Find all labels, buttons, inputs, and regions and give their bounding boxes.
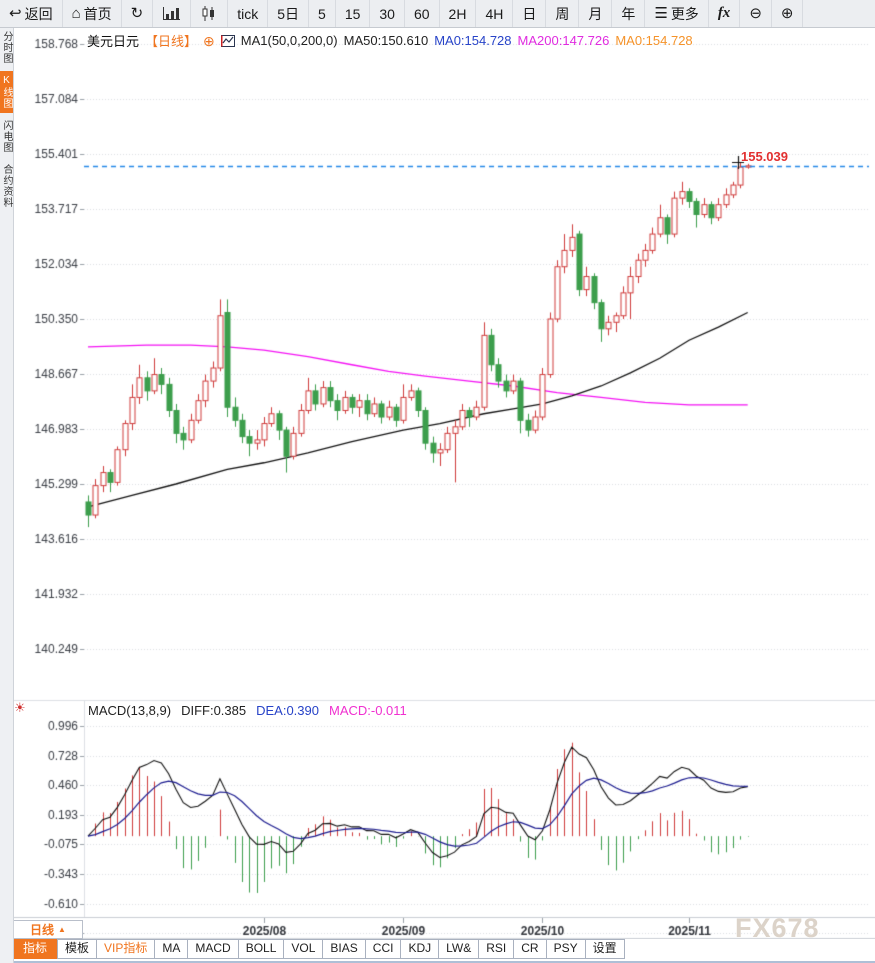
ma-settings-label: MA1(50,0,200,0) <box>240 33 338 48</box>
toolbar-item-label: 日 <box>522 5 537 22</box>
period-selector-label: 日线 <box>30 923 55 937</box>
sidebar-tab-contract-info[interactable]: 合约资料 <box>1 164 12 208</box>
indicator-tab-rsi[interactable]: RSI <box>478 939 515 959</box>
toolbar-item-period-60[interactable]: 60 <box>405 0 440 27</box>
menu-icon: ☰ <box>654 5 668 22</box>
toolbar-item-refresh[interactable]: ↻ <box>122 0 154 27</box>
sidebar-tab-time-chart[interactable]: 分时图 <box>1 31 12 64</box>
chart-type-sidebar: 分时图 K线图闪电图合约资料 <box>0 27 14 963</box>
bar-chart-icon <box>162 6 181 21</box>
toolbar-item-period-2h[interactable]: 2H <box>440 0 477 27</box>
sidebar-tab-kline-chart[interactable]: K线图 <box>0 71 13 113</box>
toolbar-item-label: 5 <box>318 5 326 22</box>
ma0-orange-value: MA0:154.728 <box>615 33 693 48</box>
toolbar-item-label: 30 <box>379 5 395 22</box>
toolbar-item-label: 2H <box>448 5 467 22</box>
indicator-tab-boll[interactable]: BOLL <box>237 939 285 959</box>
symbol-label: 美元日元 <box>87 34 140 49</box>
toolbar-item-label: 15 <box>344 5 361 22</box>
period-selector[interactable]: 日线 ▲ <box>13 920 83 939</box>
macd-bar-value: MACD:-0.011 <box>328 703 407 718</box>
indicator-tab-cci[interactable]: CCI <box>364 939 402 959</box>
candles-icon <box>200 6 218 21</box>
toolbar-item-home[interactable]: ⌂ 首页 <box>63 0 122 27</box>
toolbar-item-period-month[interactable]: 月 <box>579 0 613 27</box>
toolbar-item-period-15[interactable]: 15 <box>336 0 371 27</box>
toolbar-item-period-5[interactable]: 5 <box>309 0 336 27</box>
toolbar: ↩ 返回 ⌂ 首页 ↻ tick 5日 5 15 30 60 2H 4H 日周月年 ☰ 更多 fx ⊖ ⊕ <box>0 0 875 28</box>
toolbar-item-period-year[interactable]: 年 <box>612 0 646 27</box>
toolbar-item-back[interactable]: ↩ 返回 <box>0 0 63 27</box>
toolbar-item-label: 更多 <box>670 5 699 22</box>
toolbar-item-period-4h[interactable]: 4H <box>476 0 514 27</box>
toolbar-item-label: 月 <box>588 5 603 22</box>
indicator-tab-settings[interactable]: 设置 <box>584 939 625 959</box>
macd-header: MACD(13,8,9) DIFF:0.385 DEA:0.390 MACD:-… <box>88 703 407 718</box>
toolbar-item-bar-chart[interactable] <box>153 0 192 27</box>
toolbar-item-fx[interactable]: fx <box>709 0 741 27</box>
toolbar-item-period-5d[interactable]: 5日 <box>268 0 310 27</box>
toolbar-item-period-week[interactable]: 周 <box>546 0 580 27</box>
macd-dea-value: DEA:0.390 <box>256 703 319 718</box>
toolbar-item-zoom-out[interactable]: ⊖ <box>740 0 772 27</box>
bottom-strip <box>0 961 875 963</box>
indicator-tab-psy[interactable]: PSY <box>545 939 586 959</box>
toolbar-item-more[interactable]: ☰ 更多 <box>645 0 709 27</box>
indicator-tab-macd[interactable]: MACD <box>187 939 239 959</box>
ma50-value: MA50:150.610 <box>343 33 429 48</box>
indicator-tab-cr[interactable]: CR <box>513 939 547 959</box>
toolbar-item-tick[interactable]: tick <box>228 0 269 27</box>
zoom-out-icon: ⊖ <box>749 5 762 22</box>
chart-style-icon[interactable] <box>220 34 235 47</box>
macd-settings-icon[interactable]: ☀ <box>14 700 26 715</box>
toolbar-item-period-day[interactable]: 日 <box>513 0 547 27</box>
indicator-tab-vol[interactable]: VOL <box>283 939 324 959</box>
sidebar-tab-lightning-chart[interactable]: 闪电图 <box>1 120 12 153</box>
toolbar-item-label: 年 <box>621 5 636 22</box>
chart-header: 美元日元 【日线】 ⊕ MA1(50,0,200,0) MA50:150.610… <box>87 31 693 50</box>
indicator-tab-ma[interactable]: MA <box>154 939 189 959</box>
add-indicator-icon[interactable]: ⊕ <box>203 32 215 49</box>
macd-diff-value: DIFF:0.385 <box>181 703 247 718</box>
toolbar-item-label: 返回 <box>24 5 53 22</box>
toolbar-item-label: 首页 <box>83 5 112 22</box>
zoom-in-icon: ⊕ <box>780 5 794 22</box>
toolbar-item-label: 4H <box>485 5 504 22</box>
toolbar-item-label: 60 <box>413 5 430 22</box>
back-icon: ↩ <box>9 5 22 22</box>
indicator-tab-indicator[interactable]: 指标 <box>12 939 59 959</box>
indicator-tab-vip-indicator[interactable]: VIP指标 <box>96 939 156 959</box>
indicator-tabbar: 指标 模板 VIP指标 MA MACD BOLL VOL BIAS CCI KDJ LW& RSI CR… <box>12 939 875 960</box>
current-price-label: 155.039 <box>741 149 788 164</box>
macd-title: MACD(13,8,9) <box>88 703 172 718</box>
indicator-tab-template[interactable]: 模板 <box>57 939 98 959</box>
indicator-tab-kdj[interactable]: KDJ <box>400 939 440 959</box>
toolbar-item-zoom-in[interactable]: ⊕ <box>772 0 804 27</box>
ma200-value: MA200:147.726 <box>517 33 610 48</box>
chevron-up-icon: ▲ <box>58 925 66 934</box>
ma0-blue-value: MA0:154.728 <box>434 33 512 48</box>
toolbar-item-candlestick[interactable] <box>191 0 229 27</box>
period-tag: 【日线】 <box>145 34 198 49</box>
toolbar-item-period-30[interactable]: 30 <box>370 0 405 27</box>
refresh-icon: ↻ <box>130 5 144 22</box>
home-icon: ⌂ <box>71 5 81 22</box>
watermark: FX678 <box>735 913 820 943</box>
indicator-tab-bias[interactable]: BIAS <box>322 939 366 959</box>
toolbar-item-label: 5日 <box>277 5 300 22</box>
indicator-tab-lwr[interactable]: LW& <box>438 939 480 959</box>
toolbar-item-label: 周 <box>555 5 570 22</box>
toolbar-item-label: fx <box>717 5 731 21</box>
toolbar-item-label: tick <box>237 5 259 22</box>
